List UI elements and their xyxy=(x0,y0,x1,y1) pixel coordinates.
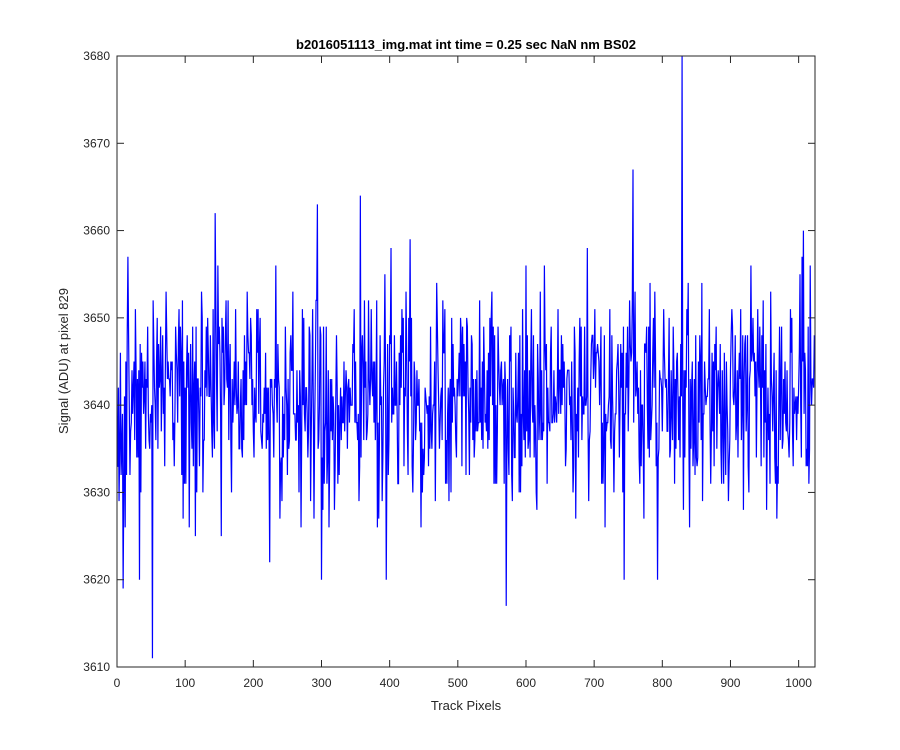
y-axis-label: Signal (ADU) at pixel 829 xyxy=(56,288,71,434)
chart-title: b2016051113_img.mat int time = 0.25 sec … xyxy=(296,37,636,52)
x-tick-label: 0 xyxy=(114,676,121,690)
x-axis-label: Track Pixels xyxy=(431,698,502,713)
y-tick-label: 3660 xyxy=(83,224,110,238)
y-tick-label: 3620 xyxy=(83,573,110,587)
x-tick-label: 100 xyxy=(175,676,195,690)
y-tick-label: 3670 xyxy=(83,136,110,150)
x-tick-label: 900 xyxy=(720,676,740,690)
x-tick-label: 500 xyxy=(448,676,468,690)
y-tick-label: 3680 xyxy=(83,49,110,63)
x-tick-label: 800 xyxy=(652,676,672,690)
x-tick-label: 200 xyxy=(243,676,263,690)
y-tick-label: 3650 xyxy=(83,311,110,325)
series-layer xyxy=(117,56,815,659)
y-tick-label: 3630 xyxy=(83,485,110,499)
x-tick-label: 300 xyxy=(311,676,331,690)
x-tick-label: 700 xyxy=(584,676,604,690)
axes-box xyxy=(116,55,816,668)
x-tick-label: 1000 xyxy=(785,676,812,690)
ticks-layer: 0 100 200 300 400 500 600 700 800 900 1000 3610 3620… xyxy=(83,49,815,690)
x-tick-label: 600 xyxy=(516,676,536,690)
series-line xyxy=(117,56,815,659)
x-tick-label: 400 xyxy=(380,676,400,690)
y-tick-label: 3640 xyxy=(83,398,110,412)
y-tick-label: 3610 xyxy=(83,660,110,674)
